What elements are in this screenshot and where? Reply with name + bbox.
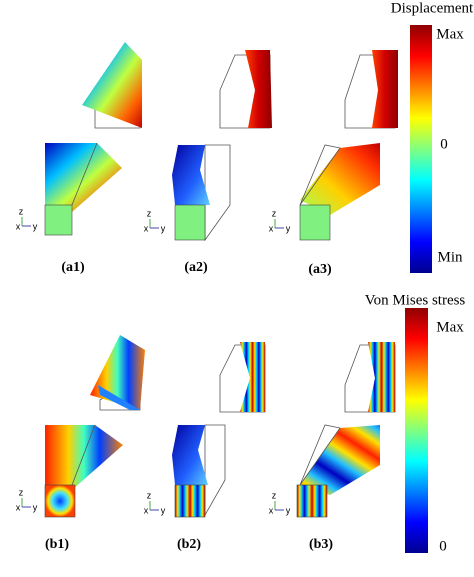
- panel-a2: [172, 50, 272, 242]
- axis-label: y: [33, 221, 38, 231]
- axis-label: z: [19, 487, 24, 497]
- axis-label: z: [19, 206, 24, 216]
- axis-label: x: [269, 223, 274, 233]
- axis-label: x: [16, 221, 21, 231]
- panel-a3: [299, 50, 398, 241]
- colorbar-label: Max: [436, 319, 464, 335]
- panel-b2: [172, 342, 266, 518]
- colorbar-label: Max: [436, 26, 464, 42]
- axis-label: y: [33, 502, 38, 512]
- axis-label: y: [161, 223, 166, 233]
- caption: (a2): [184, 260, 208, 275]
- axis-label: z: [272, 490, 277, 500]
- axis-label: x: [144, 223, 149, 233]
- caption: (a1): [61, 260, 85, 275]
- caption: (b3): [309, 537, 333, 552]
- axis-label: y: [161, 505, 166, 515]
- panel-b1: [44, 335, 145, 518]
- colorbar-label: Min: [437, 249, 463, 265]
- axis-label: y: [286, 505, 291, 515]
- axis-label: z: [272, 208, 277, 218]
- colorbar-stress: [405, 308, 428, 553]
- axis-label: z: [147, 208, 152, 218]
- axis-label: x: [16, 502, 21, 512]
- panel-b3: [296, 342, 396, 518]
- colorbar-label: 0: [439, 538, 447, 554]
- axis-label: z: [147, 490, 152, 500]
- caption: (b1): [45, 537, 69, 552]
- axis-label: x: [269, 505, 274, 515]
- axis-label: y: [286, 223, 291, 233]
- caption: (a3): [308, 262, 332, 277]
- axis-label: x: [144, 505, 149, 515]
- panel-a1: [44, 42, 142, 236]
- colorbar-title: Von Mises stress: [365, 292, 466, 308]
- colorbar-label: 0: [440, 136, 448, 152]
- colorbar-title: Displacement: [391, 0, 474, 16]
- caption: (b2): [177, 537, 201, 552]
- colorbar-displacement: [410, 25, 432, 273]
